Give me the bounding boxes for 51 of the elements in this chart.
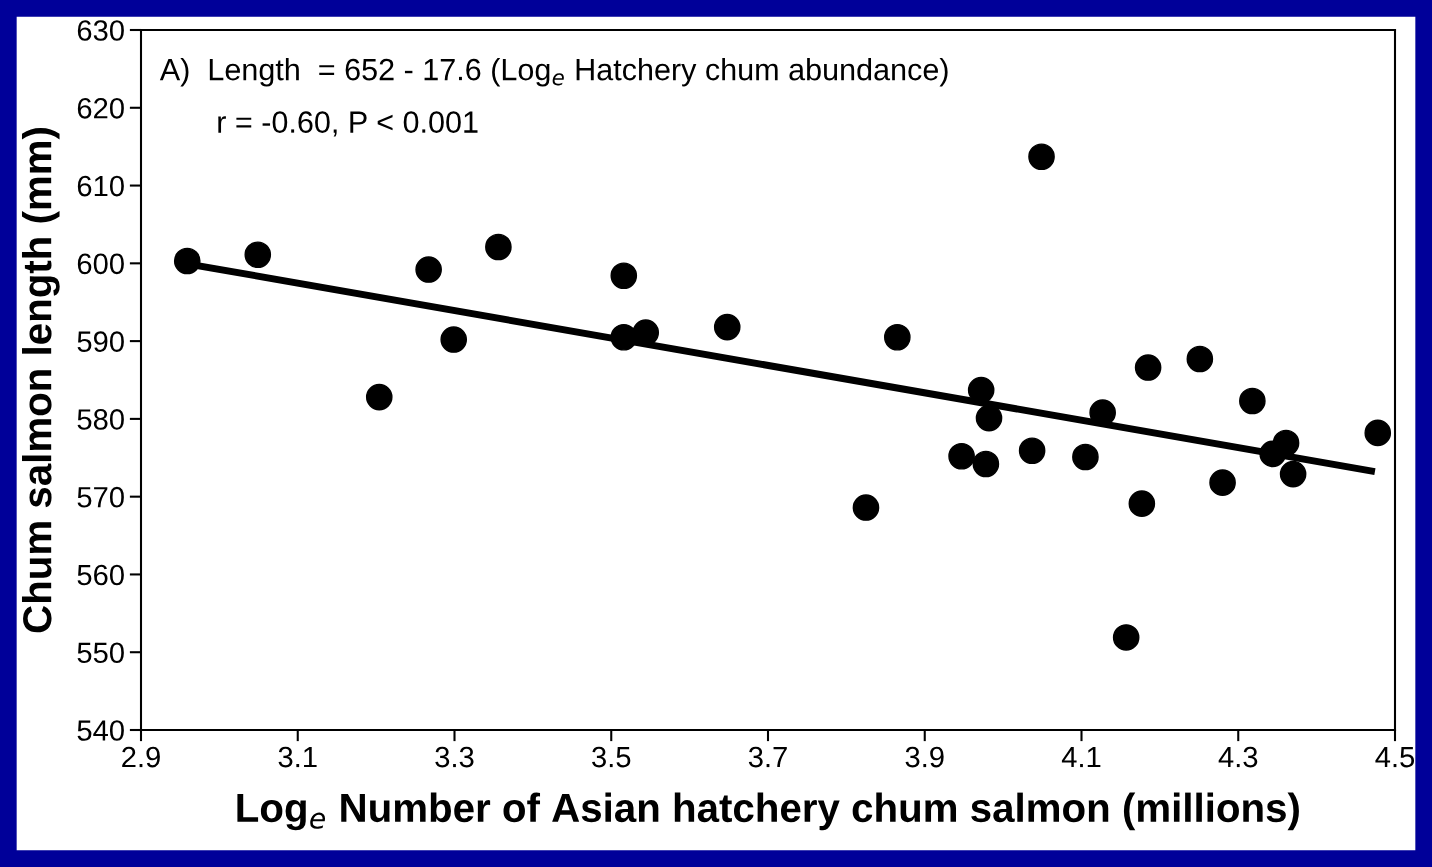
y-tick-label: 580	[77, 409, 124, 430]
point	[1239, 387, 1266, 415]
x-tick-label: 3.1	[278, 746, 317, 768]
point	[632, 319, 660, 346]
x-tick-label: 4.3	[1218, 746, 1258, 768]
point	[485, 233, 512, 261]
y-tick-label: 620	[77, 97, 124, 119]
annotation: r = -0.60, P < 0.001	[218, 111, 478, 137]
point	[365, 383, 393, 411]
point	[884, 323, 911, 351]
x-tick-label: 3.9	[905, 746, 944, 768]
y-tick-label: 630	[77, 20, 124, 41]
y-tick-label: 550	[77, 642, 124, 664]
y-tick-label: 540	[77, 720, 124, 741]
point	[852, 494, 880, 521]
point	[440, 326, 468, 353]
x-tick-label: 2.9	[122, 746, 160, 768]
y-tick-label: 600	[77, 253, 124, 275]
point	[1209, 469, 1236, 496]
point	[967, 376, 995, 404]
point	[610, 262, 638, 290]
y-axis-title: Chum salmon length (mm)	[21, 128, 60, 633]
point	[972, 450, 1000, 478]
x-tick-label: 4.5	[1375, 747, 1415, 768]
y-tick-label: 610	[77, 175, 124, 197]
point	[415, 256, 442, 283]
point	[713, 313, 741, 341]
point	[610, 323, 638, 351]
point	[173, 247, 201, 275]
point	[975, 404, 1003, 432]
point	[244, 241, 272, 269]
x-tick-label: 3.5	[592, 746, 631, 768]
point	[1186, 345, 1214, 373]
point	[1028, 143, 1055, 171]
point	[1072, 443, 1099, 471]
point	[1364, 419, 1392, 447]
x-axis-title: Log$_{e}$ Number of Asian hatchery chum salmon (millions)	[237, 792, 1299, 831]
point	[1128, 490, 1156, 517]
x-tick-label: 3.7	[748, 746, 787, 768]
point	[1112, 624, 1140, 651]
point	[948, 442, 975, 470]
y-tick-label: 590	[77, 331, 124, 352]
y-tick-label: 560	[77, 564, 124, 586]
annotation: A) Length = 652 - 17.6 (Log$_{e}$ Hatchery chum abundance)	[159, 58, 948, 87]
x-tick-label: 4.1	[1061, 747, 1101, 768]
point	[1018, 437, 1046, 465]
point	[1134, 354, 1162, 381]
y-tick-label: 570	[77, 486, 124, 508]
x-tick-label: 3.3	[435, 746, 474, 768]
point	[1279, 460, 1307, 488]
point	[1272, 429, 1300, 457]
